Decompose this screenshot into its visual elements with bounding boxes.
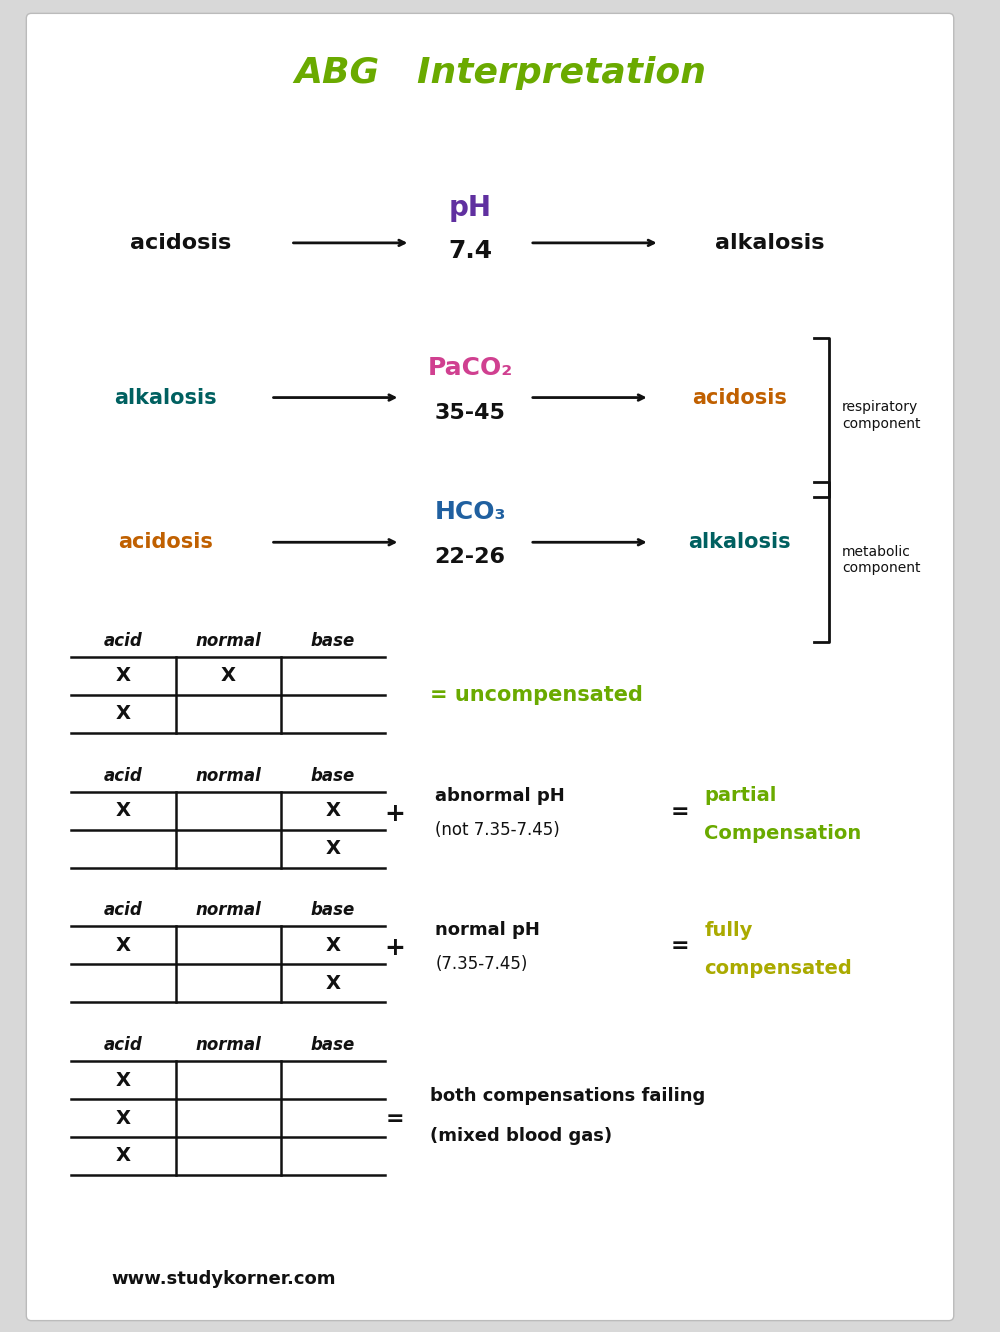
Text: 35-45: 35-45 bbox=[435, 402, 506, 422]
Text: +: + bbox=[385, 936, 406, 960]
Text: both compensations failing: both compensations failing bbox=[430, 1087, 705, 1106]
Text: alkalosis: alkalosis bbox=[688, 533, 791, 553]
Text: X: X bbox=[116, 705, 131, 723]
Text: normal: normal bbox=[195, 902, 261, 919]
Text: 22-26: 22-26 bbox=[435, 547, 506, 567]
Text: acid: acid bbox=[104, 902, 143, 919]
Text: normal: normal bbox=[195, 631, 261, 650]
Text: +: + bbox=[385, 802, 406, 826]
Text: alkalosis: alkalosis bbox=[715, 233, 824, 253]
Text: X: X bbox=[325, 839, 340, 858]
Text: (not 7.35-7.45): (not 7.35-7.45) bbox=[435, 821, 560, 839]
Text: respiratory
component: respiratory component bbox=[842, 401, 921, 430]
Text: X: X bbox=[116, 1108, 131, 1128]
Text: partial: partial bbox=[704, 786, 777, 806]
Text: X: X bbox=[116, 801, 131, 821]
Text: acidosis: acidosis bbox=[118, 533, 213, 553]
Text: base: base bbox=[311, 902, 355, 919]
Text: X: X bbox=[325, 936, 340, 955]
Text: acid: acid bbox=[104, 631, 143, 650]
Text: normal: normal bbox=[195, 767, 261, 785]
Text: fully: fully bbox=[704, 920, 753, 940]
Text: pH: pH bbox=[449, 194, 492, 222]
Text: Compensation: Compensation bbox=[704, 825, 862, 843]
Text: acidosis: acidosis bbox=[130, 233, 232, 253]
Text: abnormal pH: abnormal pH bbox=[435, 787, 565, 805]
Text: X: X bbox=[116, 666, 131, 686]
Text: normal pH: normal pH bbox=[435, 922, 540, 939]
Text: metabolic
component: metabolic component bbox=[842, 545, 921, 575]
FancyBboxPatch shape bbox=[26, 13, 954, 1320]
Text: compensated: compensated bbox=[704, 959, 852, 978]
Text: normal: normal bbox=[195, 1036, 261, 1054]
Text: (7.35-7.45): (7.35-7.45) bbox=[435, 955, 528, 974]
Text: =: = bbox=[386, 1110, 405, 1130]
Text: X: X bbox=[325, 974, 340, 992]
Text: PaCO₂: PaCO₂ bbox=[427, 356, 513, 380]
Text: base: base bbox=[311, 767, 355, 785]
Text: HCO₃: HCO₃ bbox=[434, 501, 506, 525]
Text: X: X bbox=[116, 1147, 131, 1166]
Text: = uncompensated: = uncompensated bbox=[430, 685, 643, 705]
Text: acid: acid bbox=[104, 767, 143, 785]
Text: base: base bbox=[311, 631, 355, 650]
Text: 7.4: 7.4 bbox=[448, 238, 492, 262]
Text: ABG   Interpretation: ABG Interpretation bbox=[294, 56, 706, 91]
Text: alkalosis: alkalosis bbox=[115, 388, 217, 408]
Text: =: = bbox=[670, 936, 689, 956]
Text: (mixed blood gas): (mixed blood gas) bbox=[430, 1127, 612, 1146]
Text: acidosis: acidosis bbox=[692, 388, 787, 408]
Text: www.studykorner.com: www.studykorner.com bbox=[111, 1269, 336, 1288]
Text: X: X bbox=[116, 936, 131, 955]
Text: =: = bbox=[670, 802, 689, 822]
Text: X: X bbox=[221, 666, 236, 686]
Text: acid: acid bbox=[104, 1036, 143, 1054]
Text: X: X bbox=[116, 1071, 131, 1090]
Text: base: base bbox=[311, 1036, 355, 1054]
Text: X: X bbox=[325, 801, 340, 821]
